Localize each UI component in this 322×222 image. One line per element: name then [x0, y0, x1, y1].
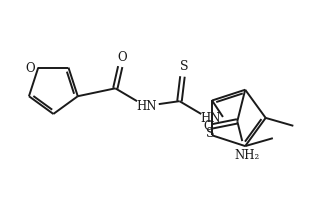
- Text: HN: HN: [201, 112, 221, 125]
- Text: O: O: [26, 62, 35, 75]
- Text: NH₂: NH₂: [234, 149, 260, 162]
- Text: S: S: [206, 127, 214, 140]
- Text: O: O: [118, 51, 127, 64]
- Text: O: O: [204, 120, 213, 133]
- Text: HN: HN: [137, 100, 157, 113]
- Text: S: S: [180, 59, 189, 73]
